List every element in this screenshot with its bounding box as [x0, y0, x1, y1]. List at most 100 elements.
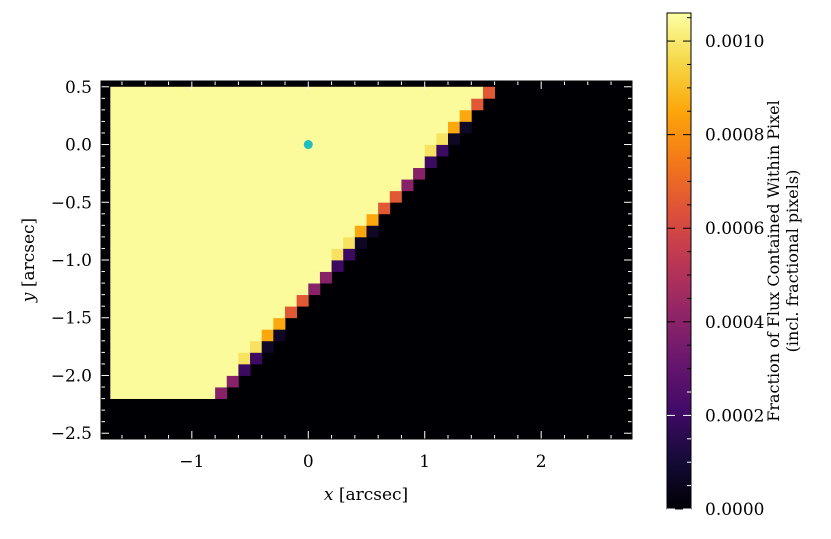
heatmap-cell [331, 225, 344, 238]
heatmap-cell [156, 86, 169, 99]
heatmap-cell [180, 363, 193, 376]
heatmap-cell [168, 144, 181, 157]
heatmap-cell [156, 190, 169, 203]
heatmap-cell [378, 167, 391, 180]
colorbar-ticks: 0.0000 0.0002 0.0004 0.0006 0.0008 0.0010 [667, 17, 764, 520]
heatmap-cell [191, 156, 204, 169]
heatmap-cell [366, 167, 379, 180]
heatmap-cell [436, 144, 449, 157]
heatmap-cell [145, 329, 158, 342]
heatmap-cell [203, 213, 216, 226]
heatmap-cell [203, 144, 216, 157]
heatmap-cell [191, 294, 204, 307]
heatmap-cell [250, 329, 263, 342]
heatmap-cell [296, 213, 309, 226]
heatmap-cell [308, 225, 321, 238]
heatmap-cell [110, 236, 123, 249]
heatmap-cell [203, 86, 216, 99]
heatmap-cell [354, 86, 367, 99]
heatmap-cell [133, 352, 146, 365]
heatmap-cell [191, 329, 204, 342]
heatmap-cell [156, 283, 169, 296]
heatmap-cell [284, 98, 298, 111]
heatmap-cell [133, 283, 146, 296]
heatmap-cell [261, 317, 274, 330]
heatmap-cell [110, 167, 123, 180]
heatmap-cell [250, 121, 263, 134]
heatmap-cell [121, 213, 134, 226]
heatmap-cell [331, 179, 344, 192]
heatmap-cell [121, 156, 134, 169]
heatmap-cell [215, 363, 228, 376]
heatmap-cell [121, 248, 134, 261]
heatmap-cell [145, 375, 158, 388]
heatmap-cell [250, 317, 263, 330]
heatmap-cell [284, 121, 298, 134]
heatmap-cell [238, 306, 251, 319]
heatmap-cell [250, 167, 263, 180]
heatmap-cell [319, 190, 332, 203]
heatmap-cell [121, 375, 134, 388]
plot-frame [100, 80, 633, 440]
heatmap-cell [156, 340, 169, 353]
heatmap-cell [121, 340, 134, 353]
heatmap-cell [436, 98, 449, 111]
heatmap-cell [226, 109, 239, 122]
heatmap-cell [203, 294, 216, 307]
heatmap-cell [389, 179, 402, 192]
heatmap-cell [168, 283, 181, 296]
heatmap-cell [133, 86, 146, 99]
heatmap-cell [133, 132, 146, 145]
heatmap-cell [168, 98, 181, 111]
heatmap-cell [133, 271, 146, 284]
heatmap-cell [238, 132, 251, 145]
heatmap-cell [378, 190, 391, 203]
heatmap-cell [366, 98, 379, 111]
heatmap-cell [389, 109, 402, 122]
heatmap-cell [296, 202, 309, 215]
heatmap-cell [250, 340, 263, 353]
heatmap-cell [133, 387, 146, 399]
heatmap-cell [436, 132, 449, 145]
heatmap-cell [110, 132, 123, 145]
heatmap-cell [180, 213, 193, 226]
heatmap-cell [145, 156, 158, 169]
heatmap-cell [296, 260, 309, 272]
heatmap-cell [273, 86, 286, 99]
heatmap-cell [343, 225, 356, 238]
heatmap-cell [168, 190, 181, 203]
heatmap-cell [110, 375, 123, 388]
heatmap-cell [180, 98, 193, 111]
heatmap-cell [273, 132, 286, 145]
heatmap-cell [215, 144, 228, 157]
heatmap-cell [273, 121, 286, 134]
heatmap-cell [133, 225, 146, 238]
heatmap-cell [168, 236, 181, 249]
heatmap-cell [413, 132, 426, 145]
heatmap-cell [354, 179, 367, 192]
heatmap-cell [284, 167, 298, 180]
heatmap-cell [226, 121, 239, 134]
heatmap-cell [413, 156, 426, 169]
heatmap-cell [156, 202, 169, 215]
heatmap-cell [145, 190, 158, 203]
heatmap-cell [215, 306, 228, 319]
heatmap-cell [203, 179, 216, 192]
heatmap-cell [273, 109, 286, 122]
heatmap-cell [133, 98, 146, 111]
heatmap-cell [168, 179, 181, 192]
heatmap-cell [261, 156, 274, 169]
heatmap-cell [133, 340, 146, 353]
heatmap-cell [121, 167, 134, 180]
heatmap-cell [145, 340, 158, 353]
heatmap-cell [238, 283, 251, 296]
heatmap-cell [250, 260, 263, 272]
heatmap-cell [296, 225, 309, 238]
axis-ticks: −1 0 1 2 0.5 0.0 −0.5 −1.0 −1.5 −2.0 −2.5 [51, 78, 632, 472]
heatmap-cell [156, 98, 169, 111]
heatmap-cell [226, 86, 239, 99]
heatmap-cell [215, 225, 228, 238]
heatmap-cell [308, 213, 321, 226]
colorbar-tick-label: 0.0002 [705, 406, 764, 426]
heatmap-cell [261, 283, 274, 296]
